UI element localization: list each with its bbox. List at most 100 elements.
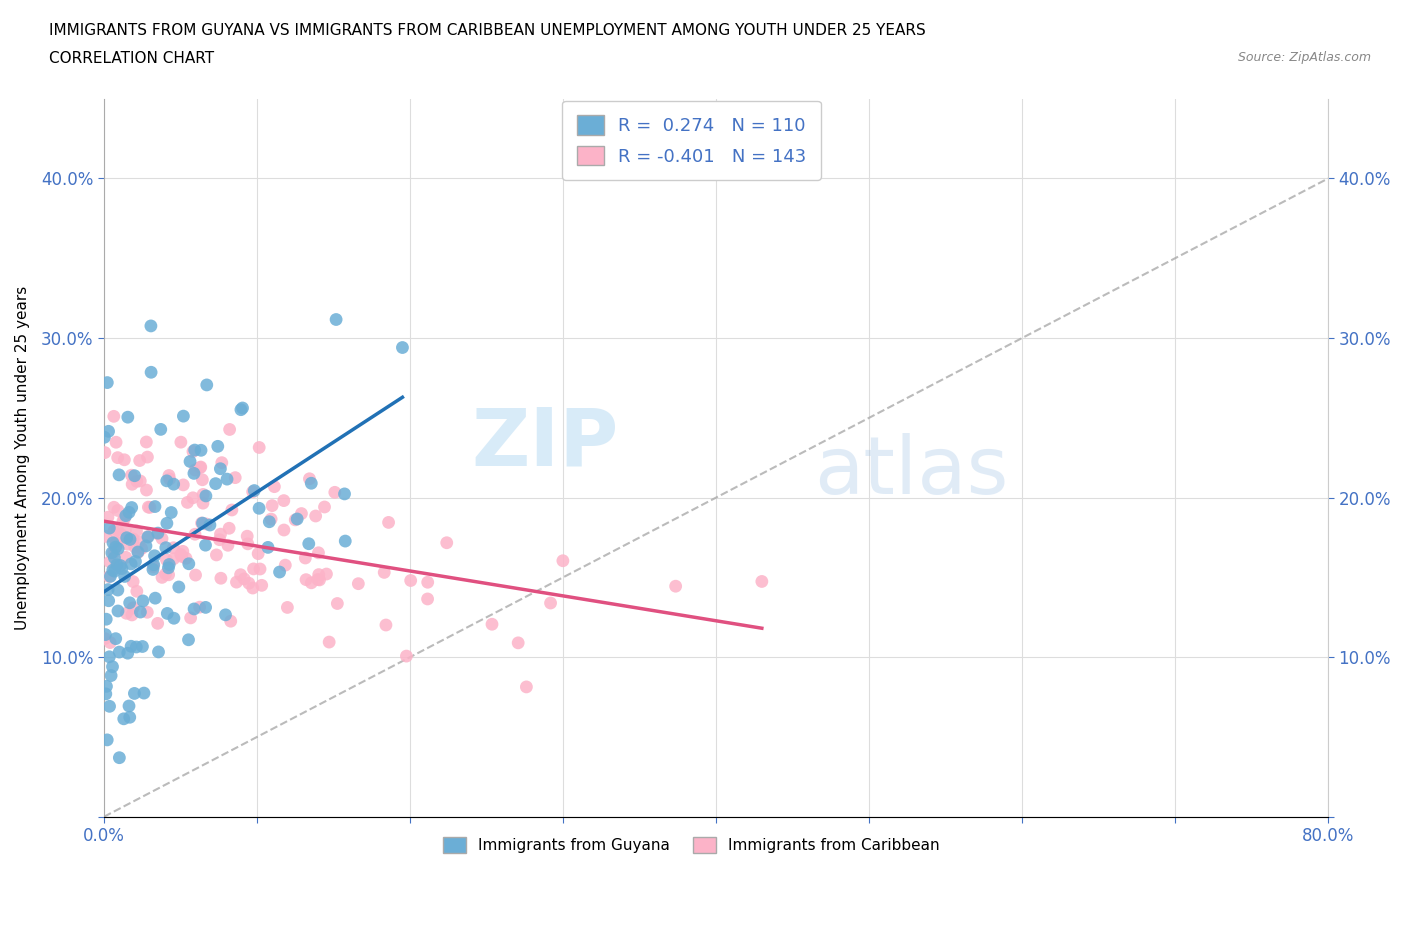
Point xyxy=(120,639,142,654)
Point xyxy=(117,537,139,551)
Point xyxy=(274,558,297,573)
Text: IMMIGRANTS FROM GUYANA VS IMMIGRANTS FROM CARIBBEAN UNEMPLOYMENT AMONG YOUTH UND: IMMIGRANTS FROM GUYANA VS IMMIGRANTS FRO… xyxy=(49,23,927,38)
Point xyxy=(131,639,153,654)
Point xyxy=(104,539,127,554)
Point xyxy=(112,513,135,528)
Point xyxy=(149,422,172,437)
Point xyxy=(163,611,186,626)
Point xyxy=(373,565,395,579)
Text: Source: ZipAtlas.com: Source: ZipAtlas.com xyxy=(1237,51,1371,64)
Point xyxy=(96,612,118,627)
Point xyxy=(107,604,129,618)
Point xyxy=(107,541,129,556)
Point xyxy=(172,477,194,492)
Point xyxy=(103,545,125,560)
Point xyxy=(138,499,160,514)
Point xyxy=(156,516,179,531)
Point xyxy=(323,485,346,499)
Point xyxy=(103,409,125,424)
Point xyxy=(103,499,125,514)
Point xyxy=(249,562,271,577)
Point xyxy=(194,538,217,552)
Point xyxy=(481,617,503,631)
Point xyxy=(110,527,132,542)
Point xyxy=(318,634,340,649)
Point xyxy=(391,340,413,355)
Point xyxy=(273,493,295,508)
Point xyxy=(399,573,422,588)
Point xyxy=(295,572,318,587)
Point xyxy=(94,627,117,642)
Point xyxy=(131,541,153,556)
Point xyxy=(160,505,183,520)
Point xyxy=(273,523,295,538)
Point xyxy=(247,440,270,455)
Point xyxy=(98,521,121,536)
Point xyxy=(159,472,181,486)
Point xyxy=(101,536,124,551)
Point xyxy=(157,557,180,572)
Point xyxy=(148,644,170,659)
Point xyxy=(115,530,138,545)
Point xyxy=(157,468,180,483)
Point xyxy=(104,631,127,646)
Point xyxy=(118,505,141,520)
Point xyxy=(209,461,232,476)
Point xyxy=(276,600,298,615)
Point xyxy=(108,751,131,765)
Point xyxy=(96,733,118,748)
Point xyxy=(183,602,205,617)
Point xyxy=(247,501,270,516)
Point xyxy=(191,487,214,502)
Point xyxy=(97,424,120,439)
Point xyxy=(103,551,125,565)
Point xyxy=(118,595,141,610)
Point xyxy=(307,572,329,587)
Point xyxy=(101,659,124,674)
Point xyxy=(146,526,169,541)
Point xyxy=(305,509,328,524)
Point xyxy=(298,472,321,486)
Point xyxy=(94,686,117,701)
Point xyxy=(218,521,240,536)
Point xyxy=(157,567,180,582)
Point xyxy=(129,604,152,619)
Point xyxy=(215,472,238,486)
Point xyxy=(135,434,157,449)
Point xyxy=(176,495,198,510)
Point xyxy=(125,584,148,599)
Point xyxy=(127,545,149,560)
Point xyxy=(184,462,207,477)
Legend: Immigrants from Guyana, Immigrants from Caribbean: Immigrants from Guyana, Immigrants from … xyxy=(437,830,946,859)
Point xyxy=(100,668,122,683)
Point xyxy=(231,401,253,416)
Point xyxy=(190,443,212,458)
Point xyxy=(508,635,530,650)
Point xyxy=(125,524,148,538)
Point xyxy=(665,578,688,593)
Point xyxy=(124,469,146,484)
Point xyxy=(105,535,128,550)
Point xyxy=(121,607,143,622)
Point xyxy=(184,526,207,541)
Point xyxy=(238,576,260,591)
Point xyxy=(294,551,316,565)
Point xyxy=(143,499,166,514)
Point xyxy=(551,553,574,568)
Point xyxy=(205,548,228,563)
Point xyxy=(191,516,214,531)
Text: atlas: atlas xyxy=(814,433,1008,512)
Point xyxy=(218,422,240,437)
Point xyxy=(118,698,141,713)
Point xyxy=(139,318,162,333)
Point xyxy=(211,455,233,470)
Point xyxy=(125,640,148,655)
Point xyxy=(285,512,308,526)
Point xyxy=(172,408,194,423)
Point xyxy=(122,601,145,616)
Point xyxy=(94,631,117,646)
Point xyxy=(98,569,121,584)
Point xyxy=(347,577,370,591)
Point xyxy=(139,365,162,379)
Point xyxy=(150,531,173,546)
